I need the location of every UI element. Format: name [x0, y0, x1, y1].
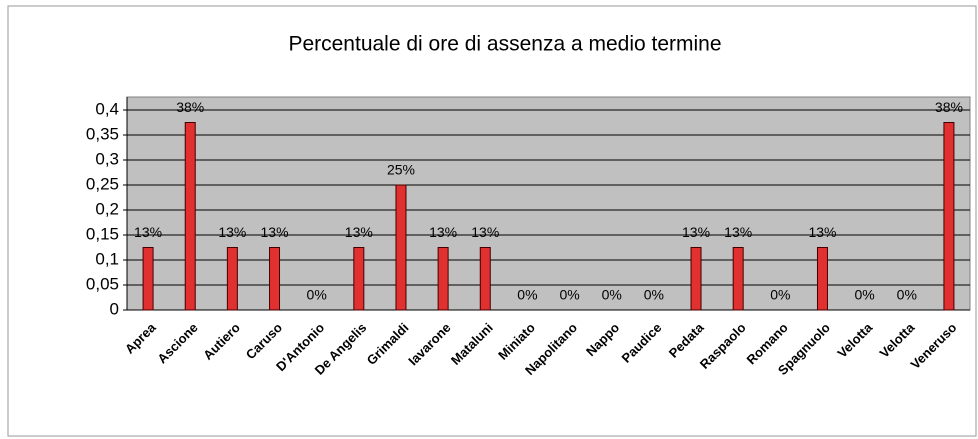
- y-tick-label: 0,35: [86, 124, 119, 143]
- bar: [943, 122, 955, 311]
- value-label: 38%: [935, 99, 963, 115]
- y-tick-label: 0,25: [86, 174, 119, 193]
- y-tick-label: 0: [110, 299, 119, 318]
- value-label: 0%: [602, 287, 622, 303]
- bar: [142, 247, 154, 311]
- value-label: 38%: [176, 99, 204, 115]
- value-label: 0%: [644, 287, 664, 303]
- y-tick-label: 0,15: [86, 224, 119, 243]
- value-label: 13%: [682, 224, 710, 240]
- value-label: 13%: [471, 224, 499, 240]
- value-label: 13%: [261, 224, 289, 240]
- value-label: 0%: [307, 287, 327, 303]
- bar: [732, 247, 744, 311]
- bar: [816, 247, 828, 311]
- value-label: 13%: [724, 224, 752, 240]
- y-tick-label: 0,05: [86, 274, 119, 293]
- bar: [353, 247, 365, 311]
- bar: [437, 247, 449, 311]
- value-label: 13%: [429, 224, 457, 240]
- bar: [226, 247, 238, 311]
- value-label: 13%: [134, 224, 162, 240]
- bar: [479, 247, 491, 311]
- value-label: 13%: [808, 224, 836, 240]
- bar: [184, 122, 196, 311]
- chart-title: Percentuale di ore di assenza a medio te…: [288, 33, 721, 56]
- value-label: 0%: [855, 287, 875, 303]
- plot-area: [126, 96, 971, 311]
- y-tick-label: 0,4: [95, 99, 119, 118]
- bar: [395, 184, 407, 311]
- bar: [269, 247, 281, 311]
- value-label: 13%: [218, 224, 246, 240]
- value-label: 13%: [345, 224, 373, 240]
- value-label: 0%: [559, 287, 579, 303]
- value-label: 0%: [770, 287, 790, 303]
- y-tick-label: 0,1: [95, 249, 119, 268]
- value-label: 0%: [517, 287, 537, 303]
- bar: [690, 247, 702, 311]
- y-tick-label: 0,3: [95, 149, 119, 168]
- value-label: 0%: [897, 287, 917, 303]
- value-label: 25%: [387, 162, 415, 178]
- y-tick-label: 0,2: [95, 199, 119, 218]
